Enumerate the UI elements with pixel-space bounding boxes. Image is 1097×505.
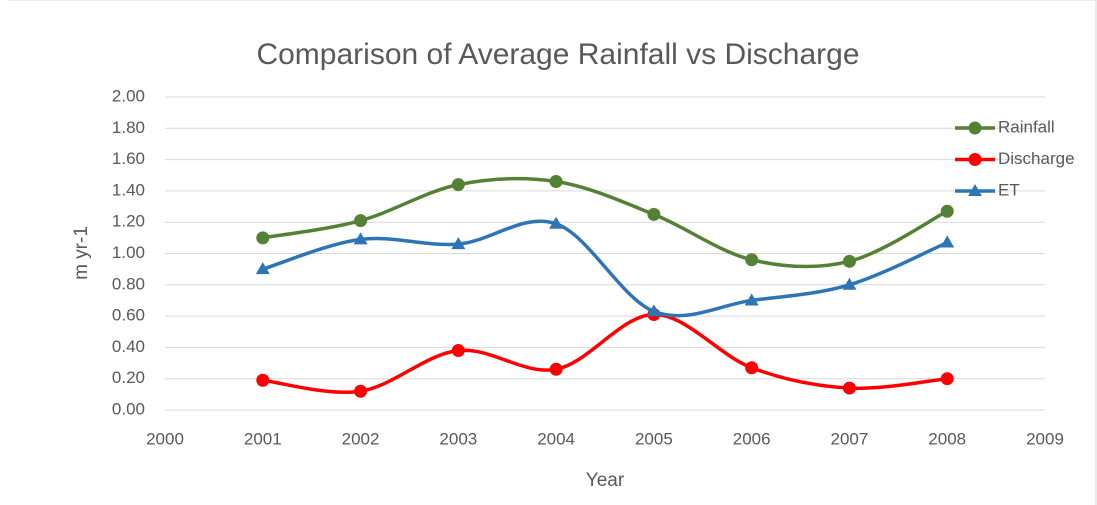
marker [745,253,759,267]
marker [353,232,368,245]
y-tick-label: 2.00 [112,86,145,105]
y-tick-label: 1.60 [112,149,145,168]
x-tick-label: 2007 [831,429,869,448]
y-tick-label: 1.20 [112,212,145,231]
y-tick-label: 0.80 [112,274,145,293]
y-tick-label: 0.20 [112,368,145,387]
x-tick-label: 2000 [146,429,184,448]
x-axis-label: Year [586,470,625,491]
marker [451,178,465,192]
legend-label: Discharge [998,149,1075,168]
legend-label: Rainfall [998,117,1055,136]
marker [549,216,564,229]
marker [940,372,954,386]
marker [549,362,563,376]
marker [256,373,270,387]
marker [940,235,955,248]
x-tick-label: 2005 [635,429,673,448]
y-tick-label: 0.40 [112,337,145,356]
x-tick-label: 2001 [244,429,282,448]
marker [549,175,563,189]
x-tick-label: 2004 [537,429,575,448]
y-tick-label: 1.80 [112,118,145,137]
legend-marker [968,121,982,135]
marker [842,381,856,395]
marker [745,361,759,375]
x-tick-label: 2008 [928,429,966,448]
y-tick-label: 1.40 [112,180,145,199]
marker [842,254,856,268]
marker [744,293,759,306]
legend-marker [968,153,982,166]
chart-title: Comparison of Average Rainfall vs Discha… [256,38,859,71]
marker [646,304,661,317]
marker [451,344,465,358]
marker [255,262,270,275]
y-axis-label: m yr-1 [71,226,92,280]
marker [354,214,368,228]
series-line [262,176,949,269]
y-tick-label: 1.00 [112,243,145,262]
marker [842,277,857,290]
series-line [262,312,948,394]
x-tick-label: 2006 [733,429,771,448]
y-tick-label: 0.60 [112,306,145,325]
y-tick-label: 0.00 [112,399,145,418]
marker [256,231,270,245]
marker [647,207,661,221]
chart-border [8,0,1097,505]
legend-marker [968,184,982,196]
x-tick-label: 2003 [439,429,477,448]
marker [354,384,368,398]
marker [451,237,466,250]
marker [940,204,954,218]
x-tick-label: 2009 [1026,429,1064,448]
legend-label: ET [998,180,1020,199]
x-tick-label: 2002 [342,429,380,448]
series-line [262,219,948,318]
